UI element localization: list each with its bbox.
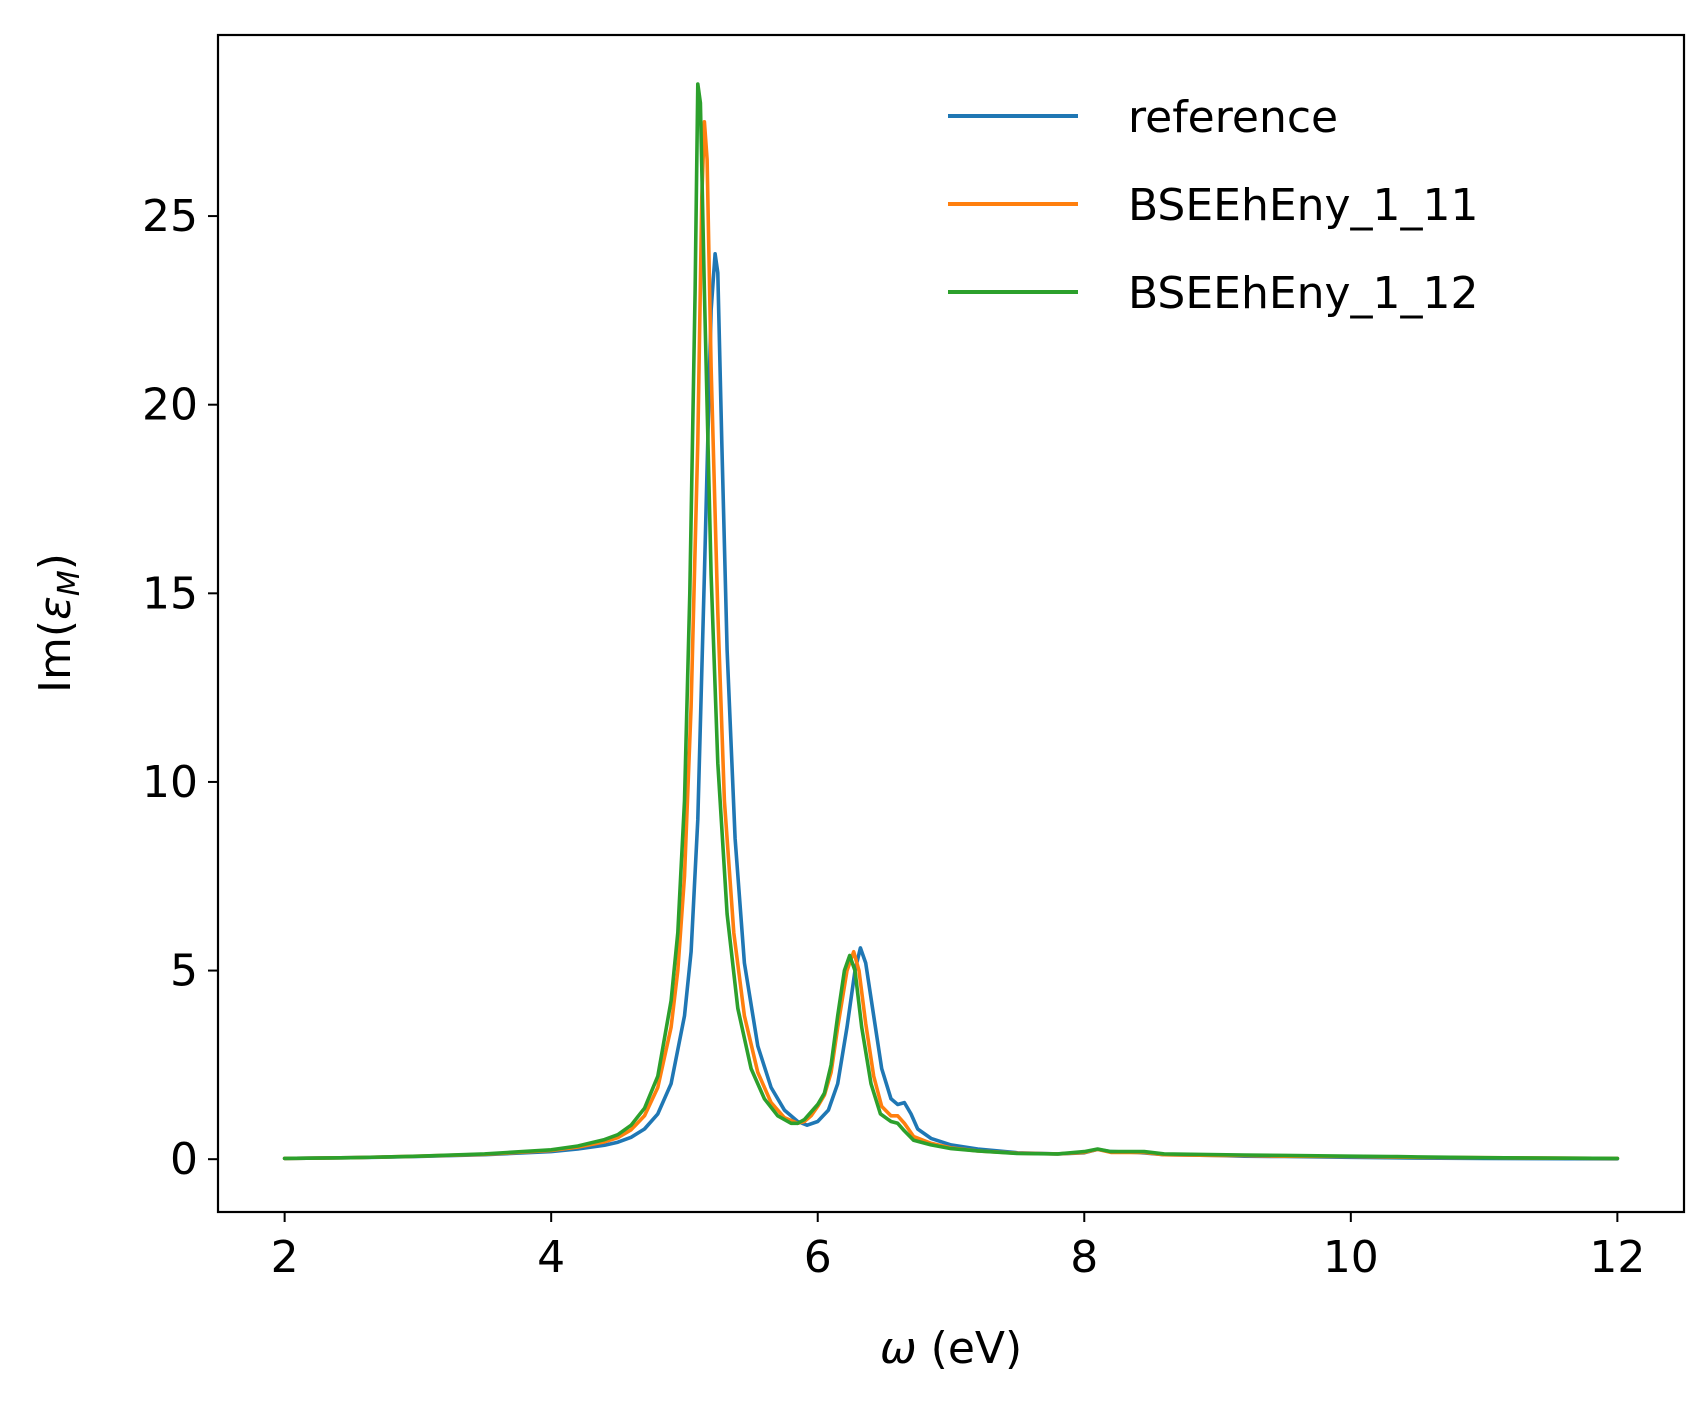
y-tick-label: 10 bbox=[142, 757, 198, 808]
plot-frame bbox=[216, 33, 1686, 1214]
x-axis-ticks: 2 4 6 8 10 12 bbox=[271, 1212, 1645, 1283]
y-tick-label: 0 bbox=[170, 1134, 198, 1185]
y-axis-label-prefix: Im( bbox=[30, 620, 81, 693]
y-axis-label: Im(εM) bbox=[30, 553, 87, 693]
x-tick-label: 6 bbox=[804, 1232, 832, 1283]
series-line-3 bbox=[282, 82, 1620, 1161]
legend-label-3: BSEEhEny_1_12 bbox=[1128, 268, 1479, 319]
x-tick-label: 8 bbox=[1070, 1232, 1098, 1283]
series-layer bbox=[282, 82, 1620, 1161]
y-tick-label: 25 bbox=[142, 191, 198, 242]
x-axis-label: ω (eV) bbox=[880, 1323, 1022, 1374]
x-axis-label-symbol: ω bbox=[880, 1323, 917, 1374]
x-tick-label: 12 bbox=[1589, 1232, 1645, 1283]
legend-label-2: BSEEhEny_1_11 bbox=[1128, 180, 1479, 231]
legend-label-1: reference bbox=[1128, 92, 1338, 143]
x-tick-label: 2 bbox=[271, 1232, 299, 1283]
legend: reference BSEEhEny_1_11 BSEEhEny_1_12 bbox=[948, 92, 1479, 319]
x-axis-label-unit: (eV) bbox=[917, 1323, 1023, 1374]
y-axis-ticks: 0 5 10 15 20 25 bbox=[142, 191, 218, 1185]
y-axis-label-suffix: ) bbox=[30, 553, 81, 570]
y-axis-label-symbol: ε bbox=[30, 596, 81, 620]
x-tick-label: 10 bbox=[1323, 1232, 1379, 1283]
y-tick-label: 5 bbox=[170, 946, 198, 997]
y-tick-label: 15 bbox=[142, 568, 198, 619]
y-tick-label: 20 bbox=[142, 380, 198, 431]
y-axis-label-subscript: M bbox=[52, 570, 87, 596]
x-tick-label: 4 bbox=[537, 1232, 565, 1283]
